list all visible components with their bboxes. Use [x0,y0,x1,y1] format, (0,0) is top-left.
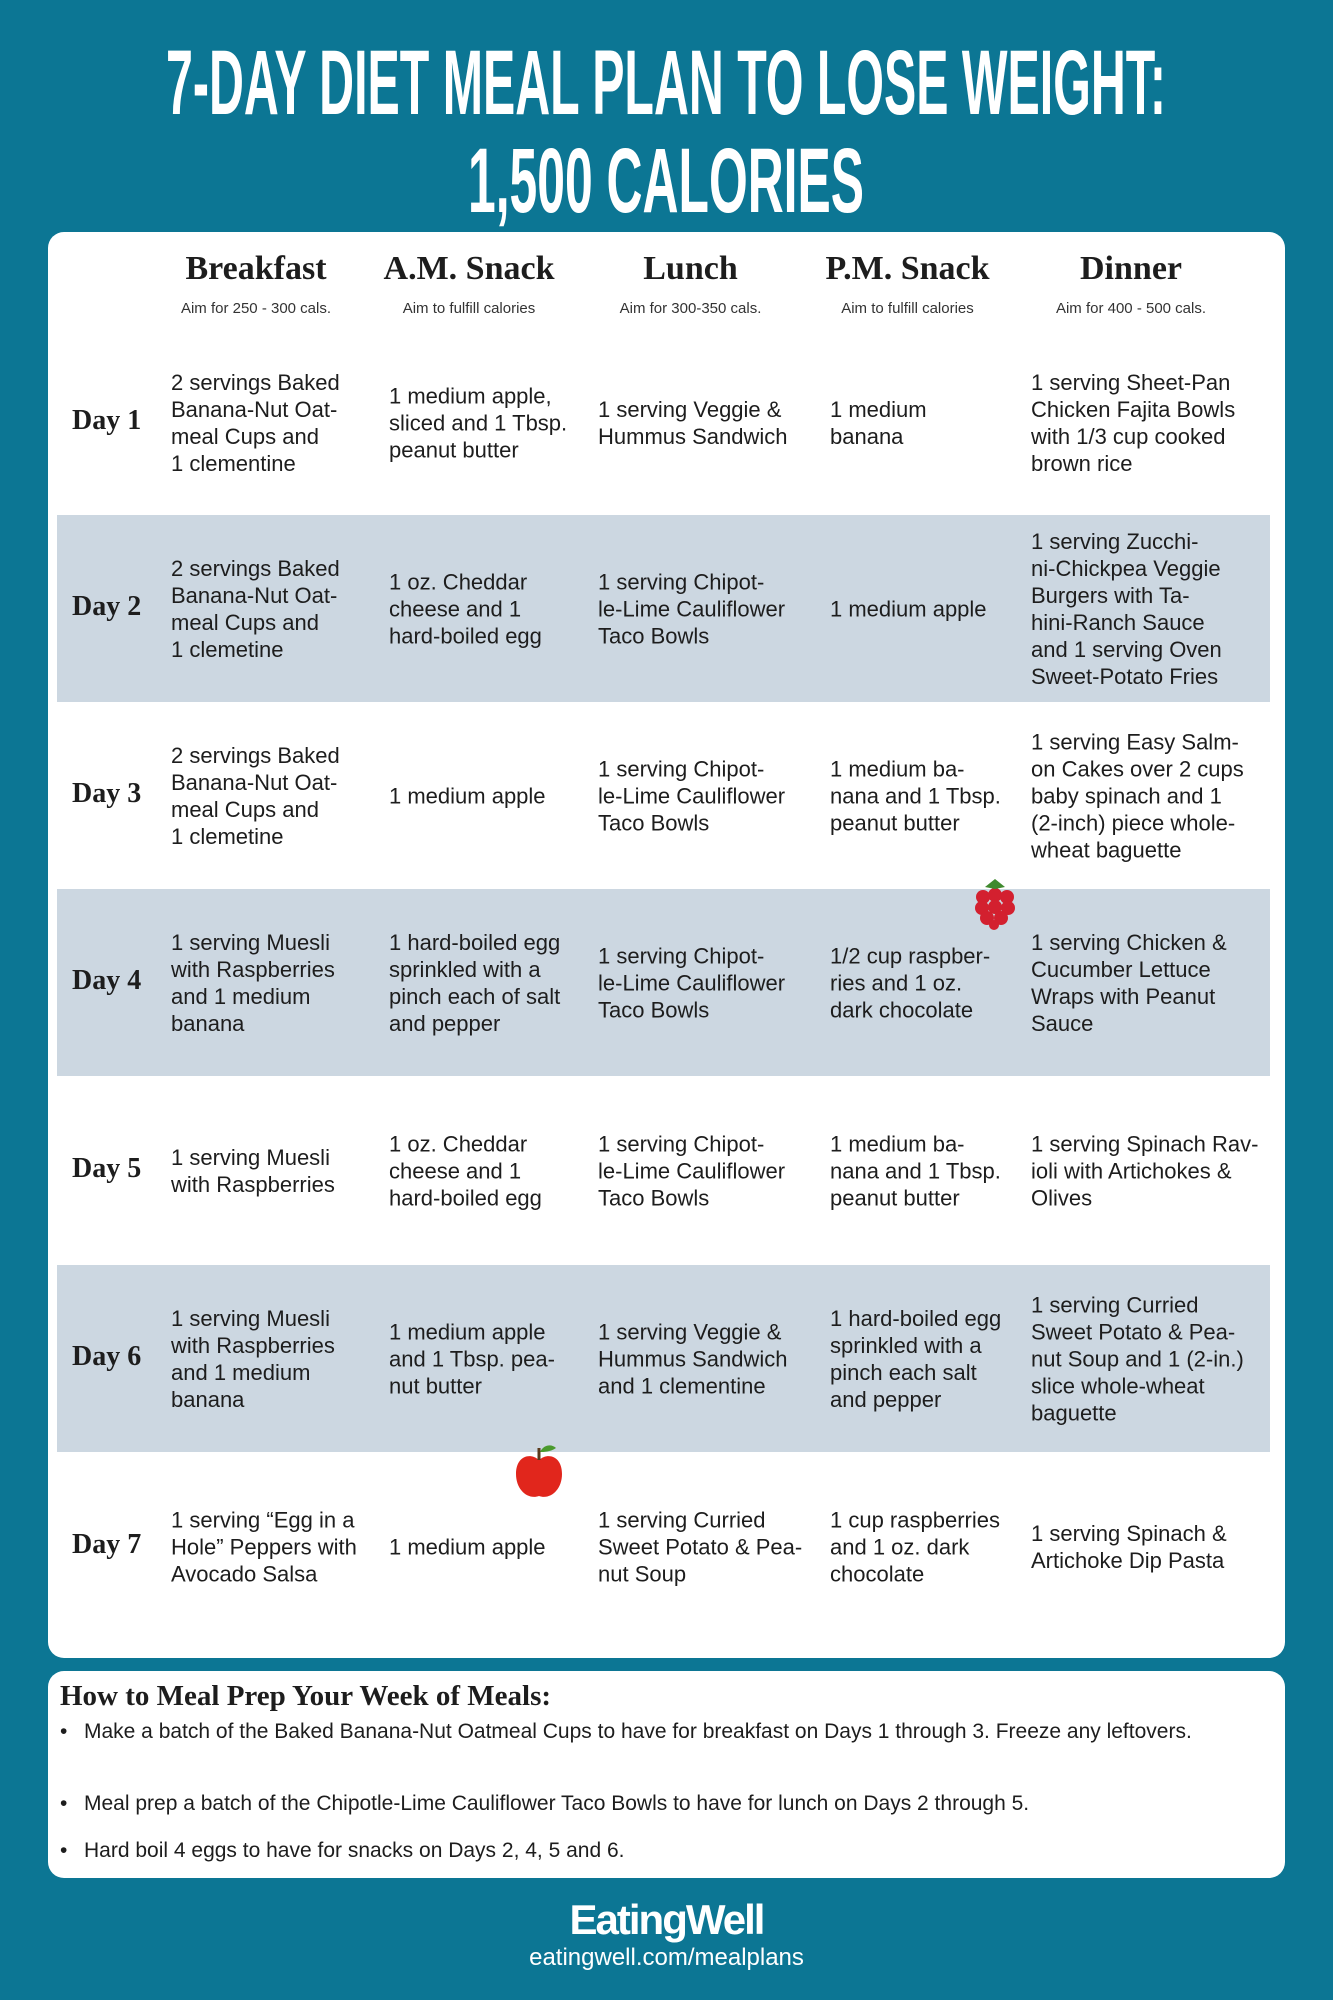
row-band [57,515,1270,702]
meal-cell: 1 serving Curried Sweet Potato & Pea- nu… [598,1507,803,1586]
column-header: A.M. Snack [383,250,555,287]
meal-cell: 1 oz. Cheddar cheese and 1 hard-boiled e… [389,569,542,648]
title-line-1: 7-DAY DIET MEAL PLAN TO LOSE WEIGHT: [166,32,1166,130]
prep-item: Hard boil 4 eggs to have for snacks on D… [60,1839,1240,1863]
meal-cell: 1 medium apple and 1 Tbsp. pea- nut butt… [389,1319,555,1398]
footer-url[interactable]: eatingwell.com/mealplans [529,1944,804,1971]
meal-cell: 1 serving Zucchi- ni-Chickpea Veggie Bur… [1031,528,1222,689]
day-label: Day 2 [72,590,142,622]
meal-cell: 1 serving Muesli with Raspberries and 1 … [171,929,335,1036]
column-subtitle: Aim to fulfill calories [402,300,536,317]
column-subtitle: Aim for 400 - 500 cals. [1055,300,1207,317]
meal-cell: 1 serving Veggie & Hummus Sandwich [598,396,788,449]
raspberry-icon [975,879,1015,930]
meal-cell: 1 serving Chipot- le-Lime Cauliflower Ta… [598,756,786,835]
meal-cell: 1 oz. Cheddar cheese and 1 hard-boiled e… [389,1131,542,1210]
meal-cell: 1 serving Chicken & Cucumber Lettuce Wra… [1031,929,1227,1036]
row-band [57,889,1270,1076]
title-line-1-text: 7-DAY DIET MEAL PLAN TO LOSE WEIGHT: [166,32,1166,130]
meal-cell: 2 servings Baked Banana-Nut Oat- meal Cu… [171,369,340,476]
meal-cell: 1 serving Spinach & Artichoke Dip Pasta [1031,1520,1227,1573]
meal-cell: 1 serving Chipot- le-Lime Cauliflower Ta… [598,943,786,1022]
column-header: P.M. Snack [825,250,990,287]
meal-cell: 1 serving Muesli with Raspberries and 1 … [171,1305,335,1412]
title-line-2-text: 1,500 CALORIES [468,130,864,228]
meal-cell: 1 medium apple [389,1534,546,1559]
meal-cell: 1 serving Chipot- le-Lime Cauliflower Ta… [598,1131,786,1210]
meal-cell: 1 serving Spinach Rav- ioli with Articho… [1031,1131,1259,1210]
meal-cell: 2 servings Baked Banana-Nut Oat- meal Cu… [171,742,340,849]
title-line-2: 1,500 CALORIES [468,130,864,228]
meal-cell: 1 medium ba- nana and 1 Tbsp. peanut but… [830,756,1001,835]
meal-cell: 1 medium apple, sliced and 1 Tbsp. peanu… [389,383,568,462]
meal-cell: 1 serving Chipot- le-Lime Cauliflower Ta… [598,569,786,648]
meal-cell: 1 hard-boiled egg sprinkled with a pinch… [389,929,561,1036]
column-subtitle: Aim for 250 - 300 cals. [180,300,332,317]
day-label: Day 4 [72,964,142,996]
day-label: Day 5 [72,1152,142,1184]
column-header: Lunch [643,250,738,287]
eatingwell-logo: EatingWell [569,1896,766,1943]
column-header: Dinner [1080,250,1182,287]
meal-cell: 1 serving Sheet-Pan Chicken Fajita Bowls… [1031,369,1236,476]
meal-cell: 1 medium ba- nana and 1 Tbsp. peanut but… [830,1131,1001,1210]
meal-cell: 1 hard-boiled egg sprinkled with a pinch… [830,1305,1002,1412]
row-band [57,1265,1270,1452]
meal-cell: 1 serving Muesli with Raspberries [171,1144,335,1197]
meal-cell: 1 serving “Egg in a Hole” Peppers with A… [171,1507,357,1586]
column-subtitle: Aim for 300-350 cals. [619,300,762,317]
prep-item: Make a batch of the Baked Banana-Nut Oat… [60,1720,1240,1744]
column-subtitle: Aim to fulfill calories [841,300,974,317]
apple-icon [516,1445,562,1497]
meal-cell: 1 serving Veggie & Hummus Sandwich and 1… [598,1319,788,1398]
day-label: Day 7 [72,1528,142,1560]
day-label: Day 3 [72,777,142,809]
meal-cell: 1 medium apple [830,596,987,621]
meal-cell: 1/2 cup raspber- ries and 1 oz. dark cho… [830,943,991,1022]
meal-cell: 1 serving Curried Sweet Potato & Pea- nu… [1031,1292,1244,1425]
day-label: Day 1 [72,404,142,436]
meal-prep-title: How to Meal Prep Your Week of Meals: [60,1680,552,1712]
meal-cell: 1 medium banana [830,396,927,449]
meal-cell: 1 medium apple [389,783,546,808]
column-header: Breakfast [185,250,327,287]
meal-cell: 2 servings Baked Banana-Nut Oat- meal Cu… [171,555,340,662]
meal-cell: 1 serving Easy Salm- on Cakes over 2 cup… [1031,729,1244,862]
meal-cell: 1 cup raspberries and 1 oz. dark chocola… [830,1507,1000,1586]
prep-item: Meal prep a batch of the Chipotle-Lime C… [60,1792,1240,1816]
day-label: Day 6 [72,1340,142,1372]
